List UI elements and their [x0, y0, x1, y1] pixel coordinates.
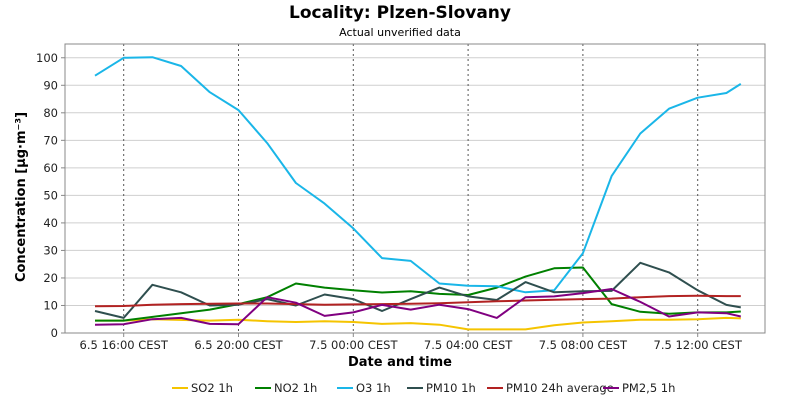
- chart-subtitle: Actual unverified data: [339, 26, 461, 39]
- grid: [65, 44, 765, 334]
- y-tick-label: 100: [36, 51, 58, 65]
- legend-entry: SO2 1h: [191, 381, 233, 395]
- legend-entry: PM2,5 1h: [622, 381, 675, 395]
- legend-entry: O3 1h: [356, 381, 391, 395]
- x-axis: 6.5 16:00 CEST 6.5 20:00 CEST 7.5 00:00 CE…: [80, 333, 743, 352]
- series-lines: [94, 56, 742, 331]
- y-tick-label: 30: [43, 243, 58, 257]
- y-tick-label: 50: [43, 188, 58, 202]
- series-line-6: [94, 288, 742, 326]
- x-tick-label: 7.5 12:00 CEST: [654, 338, 743, 352]
- series-line-2: [95, 266, 741, 322]
- y-tick-label: 60: [43, 161, 58, 175]
- x-tick-label: 6.5 20:00 CEST: [194, 338, 283, 352]
- legend: SO2 1h NO2 1h O3 1h PM10 1h PM10 24h average…: [172, 381, 675, 395]
- x-tick-label: 7.5 04:00 CEST: [424, 338, 513, 352]
- y-tick-label: 0: [51, 326, 58, 340]
- plot-area: [64, 43, 766, 334]
- y-tick-label: 40: [43, 216, 58, 230]
- legend-entry: NO2 1h: [274, 381, 317, 395]
- legend-entry: PM10 24h average: [506, 381, 614, 395]
- x-tick-label: 6.5 16:00 CEST: [80, 338, 169, 352]
- x-tick-label: 7.5 00:00 CEST: [309, 338, 398, 352]
- y-tick-label: 70: [43, 133, 58, 147]
- y-axis-label: Concentration [µg·m⁻³]: [14, 112, 29, 282]
- y-tick-label: 80: [43, 106, 58, 120]
- y-tick-label: 90: [43, 78, 58, 92]
- series-line-3: [94, 56, 742, 294]
- legend-entry: PM10 1h: [426, 381, 476, 395]
- x-axis-label: Date and time: [348, 355, 452, 370]
- y-axis: 0 10 20 30 40 50 60 70 80 90 100: [36, 51, 65, 340]
- x-tick-label: 7.5 08:00 CEST: [539, 338, 628, 352]
- y-tick-label: 20: [43, 271, 58, 285]
- y-tick-label: 10: [43, 298, 58, 312]
- series-line-4: [94, 261, 741, 319]
- series-line-1: [95, 316, 741, 331]
- chart-title: Locality: Plzen-Slovany: [289, 3, 511, 23]
- series-line-5: [94, 294, 741, 308]
